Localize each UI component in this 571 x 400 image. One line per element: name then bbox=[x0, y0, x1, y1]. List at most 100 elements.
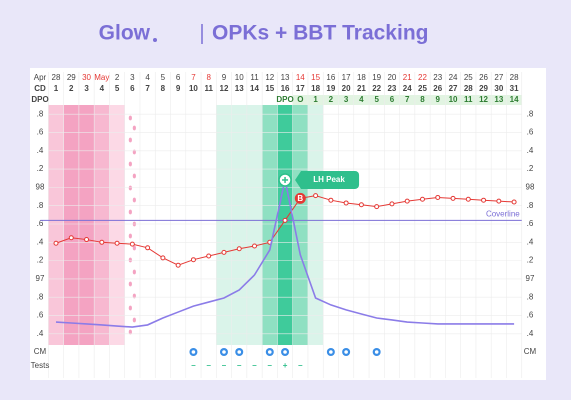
cd-value: 2 bbox=[69, 84, 74, 93]
bbt-point bbox=[358, 202, 364, 208]
cm-icon-inner bbox=[222, 350, 226, 354]
test-result: – bbox=[237, 361, 242, 370]
y-tick-label-right: .6 bbox=[527, 311, 534, 320]
date-label: 26 bbox=[479, 73, 488, 82]
dpo-value: 1 bbox=[313, 95, 318, 104]
date-label: 7 bbox=[191, 73, 196, 82]
test-result: – bbox=[206, 361, 211, 370]
spotting-drop bbox=[128, 137, 132, 143]
date-label: 27 bbox=[494, 73, 503, 82]
dpo-cell bbox=[491, 95, 507, 105]
date-label: 29 bbox=[67, 73, 76, 82]
y-tick-label: .6 bbox=[37, 311, 44, 320]
spotting-drop bbox=[128, 209, 132, 215]
y-tick-label-right: .6 bbox=[527, 219, 534, 228]
date-label: 12 bbox=[265, 73, 274, 82]
test-result: – bbox=[191, 361, 196, 370]
date-label: 9 bbox=[222, 73, 227, 82]
date-label: 13 bbox=[281, 73, 290, 82]
bbt-point bbox=[114, 240, 120, 246]
cd-value: 18 bbox=[311, 84, 320, 93]
date-label: 10 bbox=[235, 73, 244, 82]
spotting-drop bbox=[132, 293, 136, 299]
cm-icon-inner bbox=[344, 350, 348, 354]
date-label: 2 bbox=[115, 73, 120, 82]
day-shade bbox=[94, 105, 110, 345]
bbt-point bbox=[389, 201, 395, 207]
date-label: 5 bbox=[161, 73, 166, 82]
cd-value: 17 bbox=[296, 84, 305, 93]
y-tick-label-right: .8 bbox=[527, 109, 534, 118]
dpo-cell bbox=[460, 95, 476, 105]
cd-value: 9 bbox=[176, 84, 181, 93]
logo-dot bbox=[153, 38, 157, 42]
cd-value: 19 bbox=[326, 84, 335, 93]
spotting-drop bbox=[132, 149, 136, 155]
cd-value: 14 bbox=[250, 84, 259, 93]
cd-value: 10 bbox=[189, 84, 198, 93]
dpo-cell bbox=[292, 95, 308, 105]
dpo-value: DPO bbox=[276, 95, 293, 104]
date-label: 24 bbox=[449, 73, 458, 82]
cd-value: 16 bbox=[281, 84, 290, 93]
y-tick-label: .8 bbox=[37, 109, 44, 118]
tests-label: Tests bbox=[31, 361, 50, 370]
bbt-point bbox=[465, 196, 471, 202]
dpo-value: 14 bbox=[510, 95, 519, 104]
day-shade bbox=[109, 105, 125, 345]
cd-value: 24 bbox=[403, 84, 412, 93]
bbt-point bbox=[99, 239, 105, 245]
date-label: 20 bbox=[387, 73, 396, 82]
cd-value: 3 bbox=[84, 84, 89, 93]
date-label: 30 bbox=[82, 73, 91, 82]
dpo-value: 3 bbox=[344, 95, 349, 104]
cd-value: 27 bbox=[449, 84, 458, 93]
y-tick-label-right: .4 bbox=[527, 146, 534, 155]
day-shade bbox=[63, 105, 79, 345]
bbt-point bbox=[374, 204, 380, 210]
cd-value: 6 bbox=[130, 84, 135, 93]
bbt-point bbox=[294, 192, 306, 204]
date-label: 18 bbox=[357, 73, 366, 82]
bbt-point bbox=[236, 246, 242, 252]
date-label: 8 bbox=[206, 73, 211, 82]
cm-label: CM bbox=[34, 347, 47, 356]
date-label: 14 bbox=[296, 73, 305, 82]
dpo-cell bbox=[353, 95, 370, 105]
y-tick-label: 97 bbox=[36, 274, 45, 283]
dpo-value: 6 bbox=[390, 95, 395, 104]
cd-value: 8 bbox=[161, 84, 166, 93]
y-tick-label: .8 bbox=[37, 201, 44, 210]
cd-value: 5 bbox=[115, 84, 120, 93]
bbt-point bbox=[481, 197, 487, 203]
dpo-value: 10 bbox=[449, 95, 458, 104]
dpo-value: 12 bbox=[479, 95, 488, 104]
bbt-point bbox=[221, 249, 227, 255]
dpo-value: 2 bbox=[329, 95, 334, 104]
bbt-point bbox=[328, 197, 334, 203]
dpo-value: 13 bbox=[494, 95, 503, 104]
cd-value: 12 bbox=[220, 84, 229, 93]
bbt-point bbox=[252, 243, 258, 249]
date-label: May bbox=[94, 73, 109, 82]
y-tick-label-right: .8 bbox=[527, 292, 534, 301]
date-label: 6 bbox=[176, 73, 181, 82]
bbt-point bbox=[145, 245, 151, 251]
cm-icon-inner bbox=[191, 350, 196, 354]
cm-icon-inner bbox=[267, 350, 272, 354]
y-tick-label: .4 bbox=[37, 237, 44, 246]
cd-value: 25 bbox=[418, 84, 427, 93]
cd-value: 21 bbox=[357, 84, 366, 93]
bbt-point bbox=[206, 253, 212, 259]
dpo-cell bbox=[338, 95, 354, 105]
y-tick-label-right: .2 bbox=[527, 164, 534, 173]
date-label: 11 bbox=[250, 73, 259, 82]
bbt-point bbox=[419, 196, 425, 202]
cd-label: CD bbox=[34, 84, 46, 93]
bbt-point bbox=[450, 195, 456, 201]
ovulation-label: B bbox=[297, 194, 303, 203]
date-label: 28 bbox=[510, 73, 519, 82]
day-shade bbox=[307, 105, 324, 345]
cm-icon-inner bbox=[374, 350, 379, 354]
logo: Glow OPKs + BBT Tracking bbox=[99, 22, 429, 45]
